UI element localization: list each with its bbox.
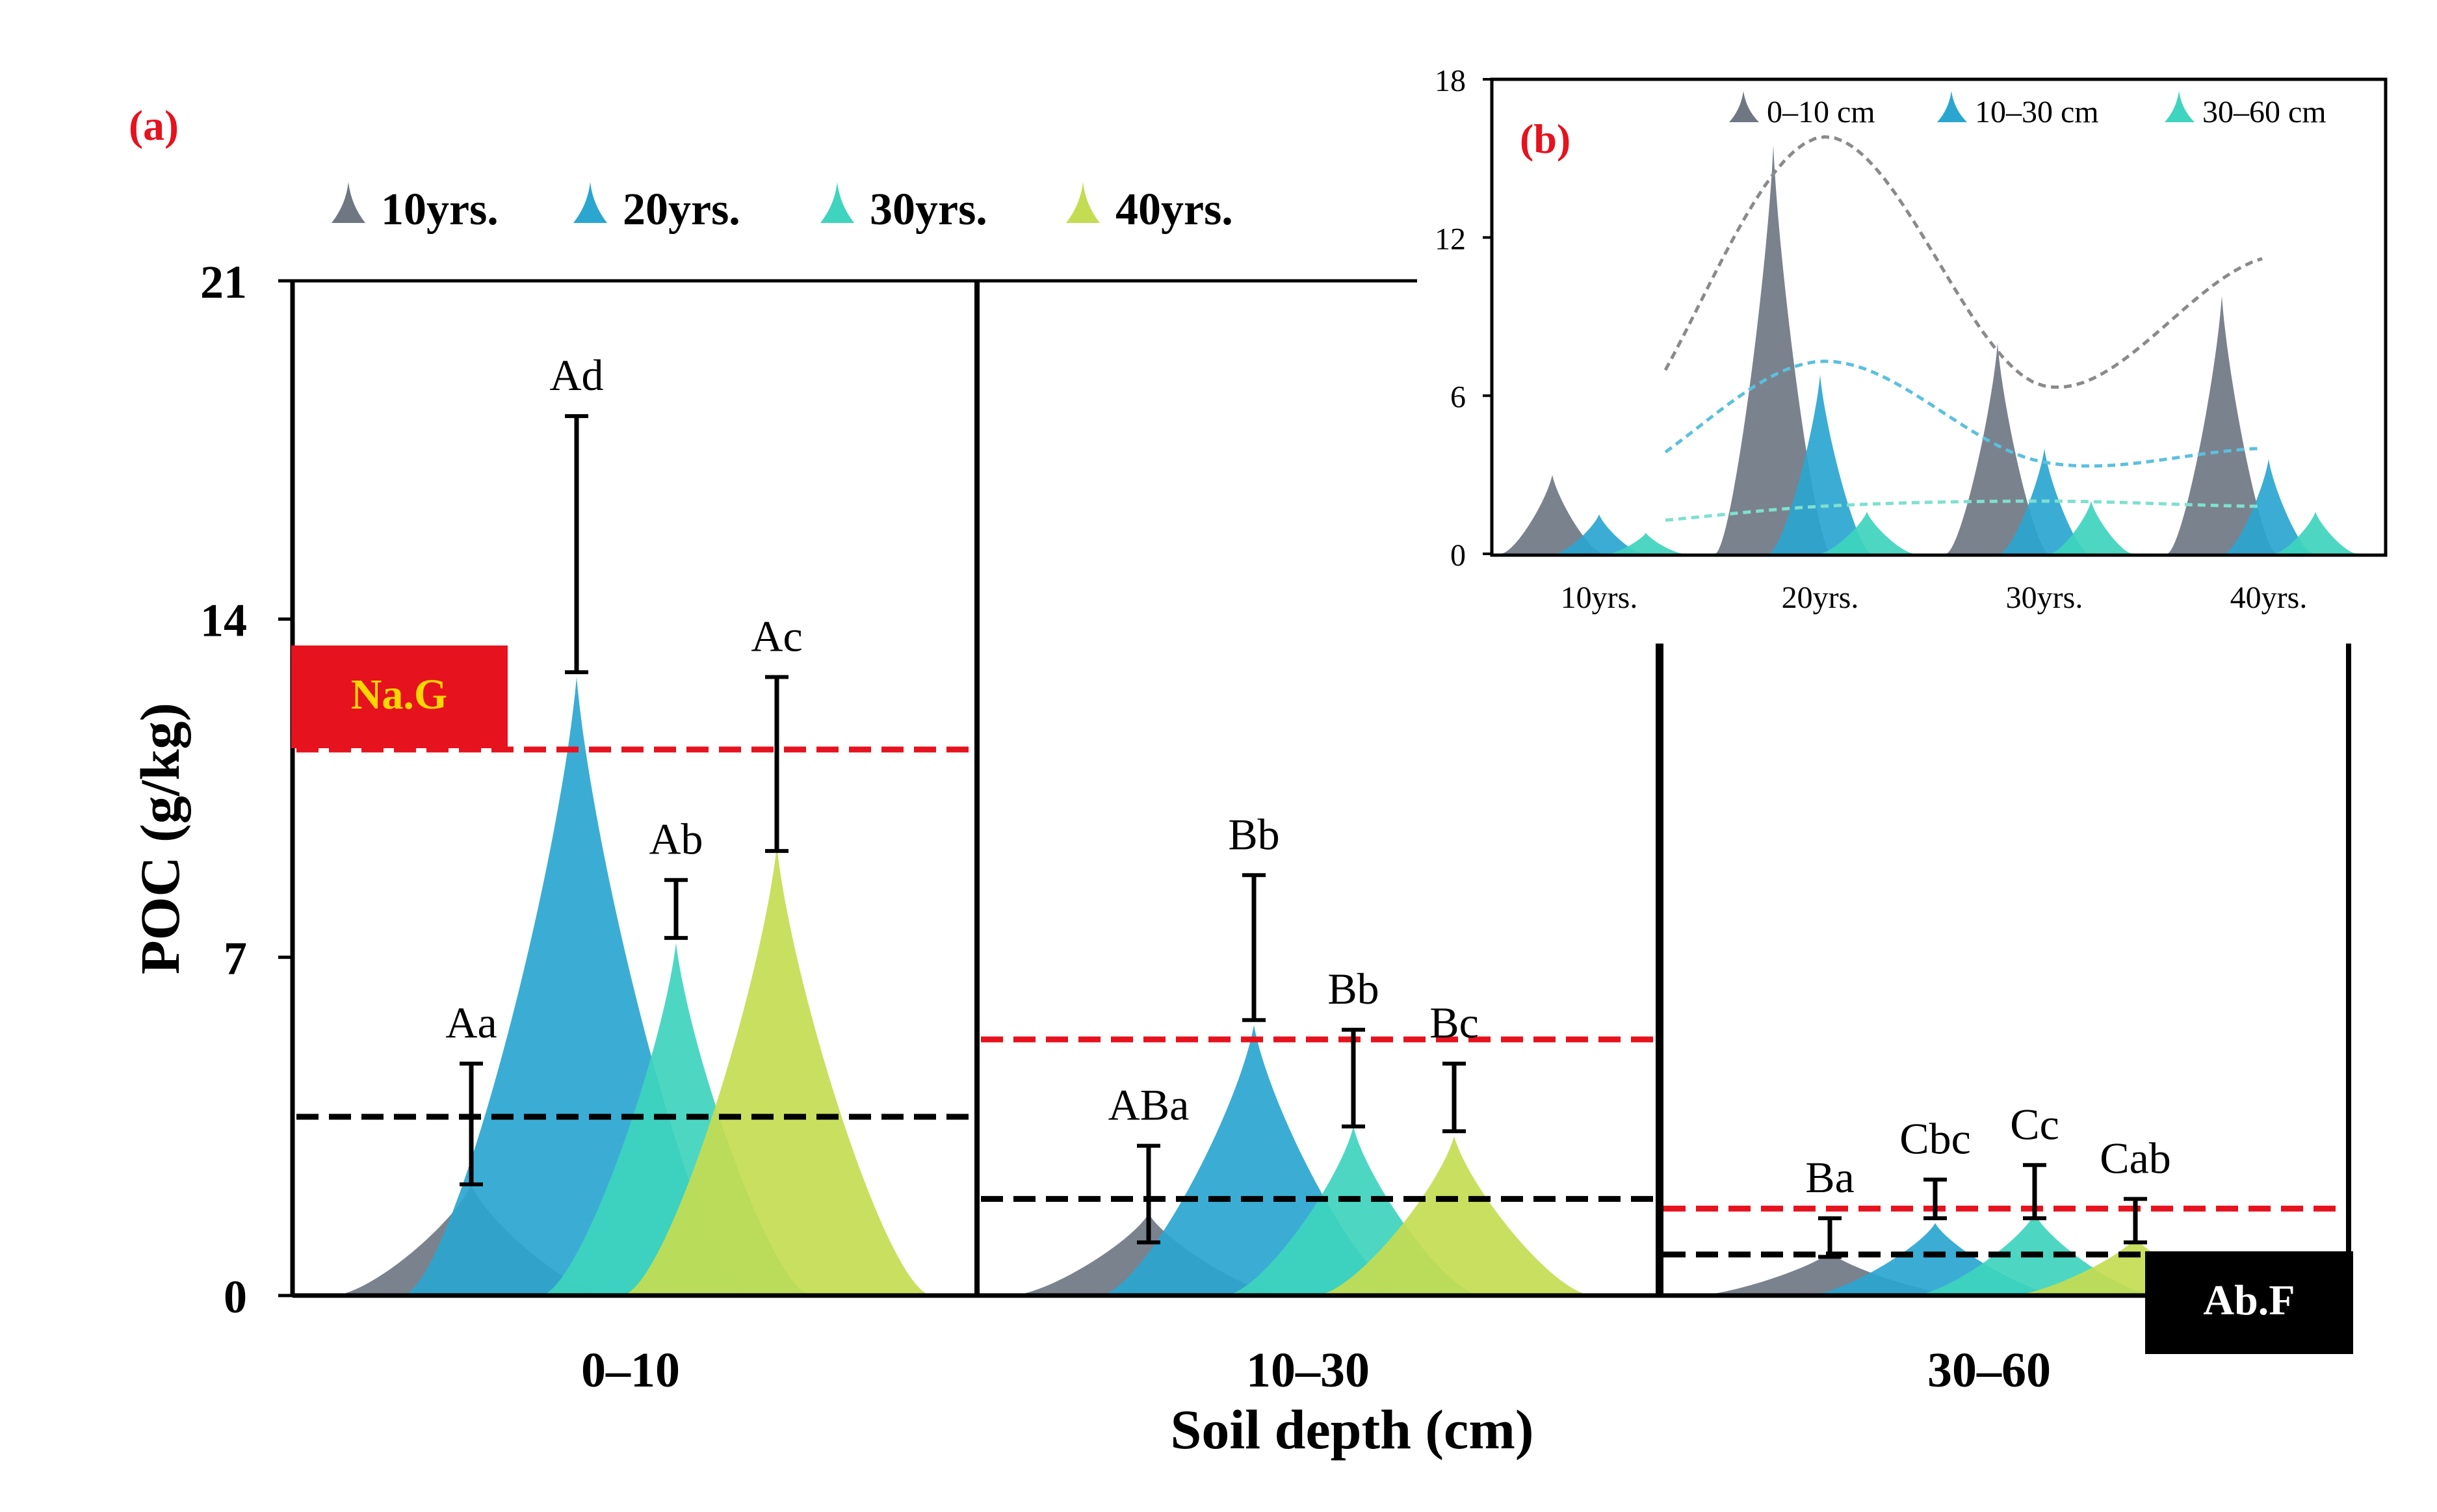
- inset-legend-label-y10: 0–10 cm: [1767, 95, 1875, 129]
- panel-b: 0 6 12 18 10yrs. 20yrs. 30yrs. 40yrs. 0–10 cm 1…: [1419, 64, 2388, 615]
- inset-x-tick-label: 20yrs.: [1782, 580, 1859, 615]
- natural-grassland-label: Na.G: [351, 671, 448, 718]
- legend-label-y20: 20yrs.: [623, 185, 740, 235]
- inset-peak-y30-2: [2049, 501, 2133, 554]
- panel-b-fit-curves: [1663, 135, 2263, 522]
- inset-peak-y20-1: [1768, 374, 1872, 554]
- significance-label: Ad: [549, 350, 603, 400]
- inset-peak-y10-2: [1946, 343, 2050, 554]
- significance-label: ABa: [1108, 1080, 1190, 1130]
- panel-a-x-ticks: 0–10 10–30 30–60: [581, 1343, 2051, 1398]
- panel-b-y-ticks: 0 6 12 18: [1435, 64, 1492, 573]
- inset-peak-y20-0: [1554, 514, 1645, 554]
- inset-peak-y10-0: [1500, 475, 1604, 554]
- inset-peak-y20-3: [2223, 459, 2314, 554]
- fit-curve-y10: [1663, 135, 2263, 389]
- panel-a-frame: [290, 279, 2353, 1298]
- inset-x-tick-label: 10yrs.: [1561, 580, 1638, 615]
- y-tick-label: 7: [224, 933, 247, 985]
- y-tick-label: 0: [224, 1271, 247, 1323]
- abandoned-farmland-box: Ab.F: [2145, 1251, 2353, 1354]
- inset-frame: [1490, 77, 2388, 557]
- panel-a-legend: 10yrs. 20yrs. 30yrs. 40yrs.: [332, 182, 1233, 235]
- inset-legend-marker-y30: [2165, 91, 2195, 122]
- panel-b-peaks: [1500, 145, 2358, 554]
- panel-b-label: (b): [1520, 116, 1570, 162]
- panel-b-x-ticks: 10yrs. 20yrs. 30yrs. 40yrs.: [1561, 580, 2308, 615]
- legend-label-y30: 30yrs.: [870, 185, 987, 235]
- legend-marker-y30: [820, 182, 854, 223]
- inset-legend-label-y20: 10–30 cm: [1975, 95, 2099, 129]
- panel-a-y-ticks: 0 7 14 21: [200, 256, 293, 1323]
- x-axis-title: Soil depth (cm): [1171, 1398, 1534, 1461]
- fit-curve-y30: [1665, 499, 2263, 522]
- panel-a-error-bars: [460, 414, 2147, 1259]
- legend-label-y10: 10yrs.: [381, 185, 499, 235]
- significance-label: Bb: [1228, 809, 1279, 859]
- significance-label: Ac: [751, 612, 802, 661]
- x-tick-label: 10–30: [1246, 1343, 1370, 1398]
- panel-a-significance-labels: Aa Ad Ab Ac ABa Bb Bb Bc Ba Cbc Cc Cab: [445, 350, 2170, 1202]
- x-tick-label: 30–60: [1927, 1343, 2051, 1398]
- y-axis-title: POC (g/kg): [129, 703, 191, 974]
- legend-label-y40: 40yrs.: [1115, 185, 1233, 235]
- y-tick-label: 14: [200, 594, 247, 646]
- panel-b-legend: 0–10 cm 10–30 cm 30–60 cm: [1729, 91, 2326, 129]
- significance-label: Ab: [649, 815, 703, 864]
- inset-peak-y10-1: [1715, 145, 1832, 554]
- inset-y-tick-label: 12: [1435, 222, 1466, 256]
- significance-label: Cc: [2010, 1099, 2059, 1149]
- significance-label: Cab: [2100, 1133, 2171, 1182]
- inset-y-tick-label: 0: [1450, 538, 1466, 573]
- inset-x-tick-label: 30yrs.: [2006, 580, 2083, 615]
- peak-y40-1: [1314, 1136, 1594, 1296]
- significance-label: Ba: [1805, 1153, 1855, 1202]
- significance-label: Bb: [1327, 964, 1379, 1013]
- legend-marker-y10: [332, 182, 365, 223]
- inset-y-tick-label: 6: [1450, 380, 1466, 415]
- fit-curve-y20: [1664, 359, 2263, 468]
- inset-y-tick-label: 18: [1435, 64, 1466, 98]
- inset-x-tick-label: 40yrs.: [2230, 580, 2308, 615]
- inset-peak-y30-3: [2273, 512, 2358, 554]
- panel-a-reference-lines: [296, 746, 2349, 1258]
- significance-label: Aa: [445, 998, 497, 1047]
- legend-marker-y40: [1066, 182, 1100, 223]
- inset-peak-y10-3: [2167, 295, 2277, 554]
- significance-label: Bc: [1429, 998, 1479, 1047]
- y-tick-label: 21: [200, 256, 247, 308]
- inset-peak-y30-1: [1818, 512, 1916, 554]
- abandoned-farmland-label: Ab.F: [2203, 1277, 2295, 1324]
- inset-legend-label-y30: 30–60 cm: [2202, 95, 2326, 129]
- inset-legend-marker-y10: [1729, 91, 1759, 122]
- peak-y40-0: [621, 846, 933, 1296]
- panel-a: Aa Ad Ab Ac ABa Bb Bb Bc Ba Cbc Cc Cab 0 7 14 21 0–10 1…: [129, 102, 2353, 1461]
- natural-grassland-box: Na.G: [291, 645, 508, 748]
- inset-peak-y30-0: [1607, 532, 1685, 554]
- inset-legend-marker-y20: [1937, 91, 1967, 122]
- legend-marker-y20: [573, 182, 607, 223]
- significance-label: Cbc: [1899, 1114, 1971, 1164]
- panel-a-peaks: [332, 677, 2262, 1296]
- x-tick-label: 0–10: [581, 1343, 680, 1398]
- panel-a-label: (a): [129, 102, 179, 150]
